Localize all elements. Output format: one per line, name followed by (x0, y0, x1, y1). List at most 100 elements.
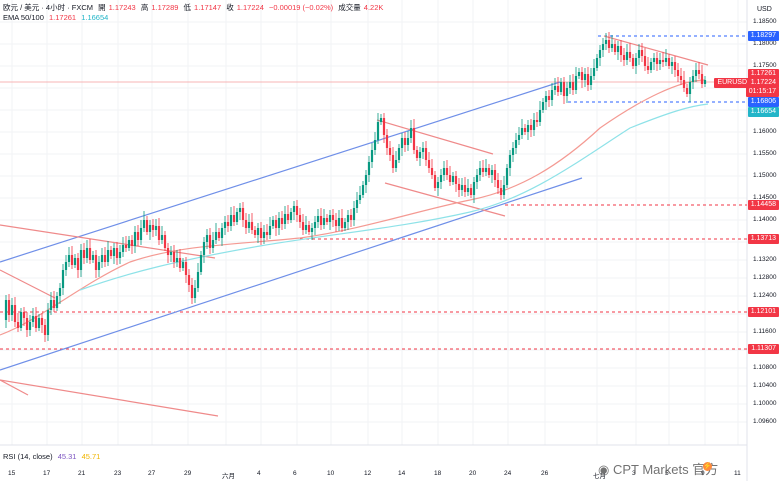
candle-body (691, 76, 695, 82)
candle-body (517, 135, 521, 140)
candle-body (379, 118, 383, 122)
chart-grid (0, 0, 748, 481)
candle-body (7, 300, 11, 315)
countdown-badge: 01:15:17 (745, 87, 779, 97)
flag-lower-line (384, 182, 506, 217)
candle-body (256, 228, 260, 235)
candle-body (25, 318, 29, 330)
candle-body (700, 74, 704, 84)
candle-body (442, 168, 446, 175)
candle-body (334, 220, 338, 226)
candle-body (268, 226, 272, 235)
price-tick: 1.12800 (753, 274, 777, 281)
candle-body (490, 170, 494, 175)
candle-body (277, 218, 281, 228)
candle-body (346, 215, 350, 222)
rsi-legend[interactable]: RSI (14, close) 45.31 45.71 (3, 452, 103, 461)
time-tick: 27 (148, 470, 156, 477)
candle-body (436, 182, 440, 188)
candle-body (58, 288, 62, 296)
candle-body (631, 58, 635, 66)
candle-body (469, 188, 473, 195)
rsi-label: RSI (14, close) (3, 452, 53, 461)
candle-body (658, 60, 662, 64)
symbol-line[interactable]: 欧元 / 美元 · 4小时 · FXCM (3, 3, 93, 12)
candle-body (478, 168, 482, 175)
candle-body (31, 316, 35, 322)
candle-body (409, 128, 413, 138)
candle-body (211, 240, 215, 248)
candle-body (622, 55, 626, 60)
candle-body (382, 118, 386, 135)
candle-body (418, 152, 422, 158)
rsi-value-2: 45.71 (81, 452, 101, 461)
candle-body (355, 200, 359, 208)
ema-legend[interactable]: EMA 50/100 1.17261 1.16654 (3, 13, 111, 22)
candle-body (625, 52, 629, 60)
level-badge-4: 1.13713 (747, 234, 779, 244)
candle-body (100, 255, 104, 262)
price-tick: 1.18000 (753, 40, 777, 47)
candle-body (97, 262, 101, 270)
candle-body (361, 185, 365, 195)
candle-body (502, 185, 506, 195)
candle-body (538, 110, 542, 122)
candle-body (127, 240, 131, 248)
ema100-line (79, 103, 709, 291)
candle-body (337, 218, 341, 226)
resistance-line (0, 224, 216, 259)
candle-body (583, 74, 587, 80)
candle-body (424, 148, 428, 160)
price-tick: 1.12400 (753, 292, 777, 299)
candle-body (259, 228, 263, 238)
candle-body (4, 300, 8, 320)
candle-body (496, 180, 500, 188)
high-value: 1.17289 (151, 3, 179, 12)
symbol-header: 欧元 / 美元 · 4小时 · FXCM 開 1.17243 高 1.17289 低… (3, 2, 386, 13)
time-tick: 11 (734, 470, 741, 477)
candle-body (244, 220, 248, 228)
candle-body (289, 212, 293, 220)
candle-body (634, 58, 638, 66)
candle-body (352, 208, 356, 220)
candle-body (367, 162, 371, 175)
time-tick: 15 (8, 470, 16, 477)
open-value: 1.17243 (108, 3, 136, 12)
time-tick: 六月 (222, 473, 235, 480)
low-label: 低 (183, 3, 192, 12)
candle-body (115, 248, 119, 258)
candle-body (274, 220, 278, 228)
open-label: 開 (98, 3, 106, 12)
price-tick: 1.16000 (753, 128, 777, 135)
time-tick: 9 (701, 470, 705, 477)
candle-body (460, 185, 464, 190)
candle-body (475, 175, 479, 182)
time-tick: 18 (434, 470, 442, 477)
candle-body (307, 225, 311, 232)
candle-body (580, 72, 584, 80)
candle-body (457, 184, 461, 190)
ema50-line (0, 79, 706, 336)
lightning-icon[interactable]: ⚡ (703, 462, 712, 471)
candle-body (154, 226, 158, 230)
candle-body (445, 168, 449, 175)
candle-body (559, 82, 563, 92)
candle-body (193, 288, 197, 298)
candle-body (235, 212, 239, 222)
price-tick: 1.11600 (753, 328, 777, 335)
candle-body (10, 305, 14, 315)
candle-body (493, 170, 497, 180)
candle-body (508, 155, 512, 168)
candle-body (565, 88, 569, 96)
time-tick: 七月 (593, 473, 606, 480)
candle-body (433, 175, 437, 188)
candle-body (250, 222, 254, 230)
time-tick: 20 (469, 470, 477, 477)
candle-body (400, 138, 404, 148)
candle-body (79, 250, 83, 270)
candle-body (223, 222, 227, 228)
candle-body (19, 312, 23, 328)
candle-body (184, 262, 188, 275)
